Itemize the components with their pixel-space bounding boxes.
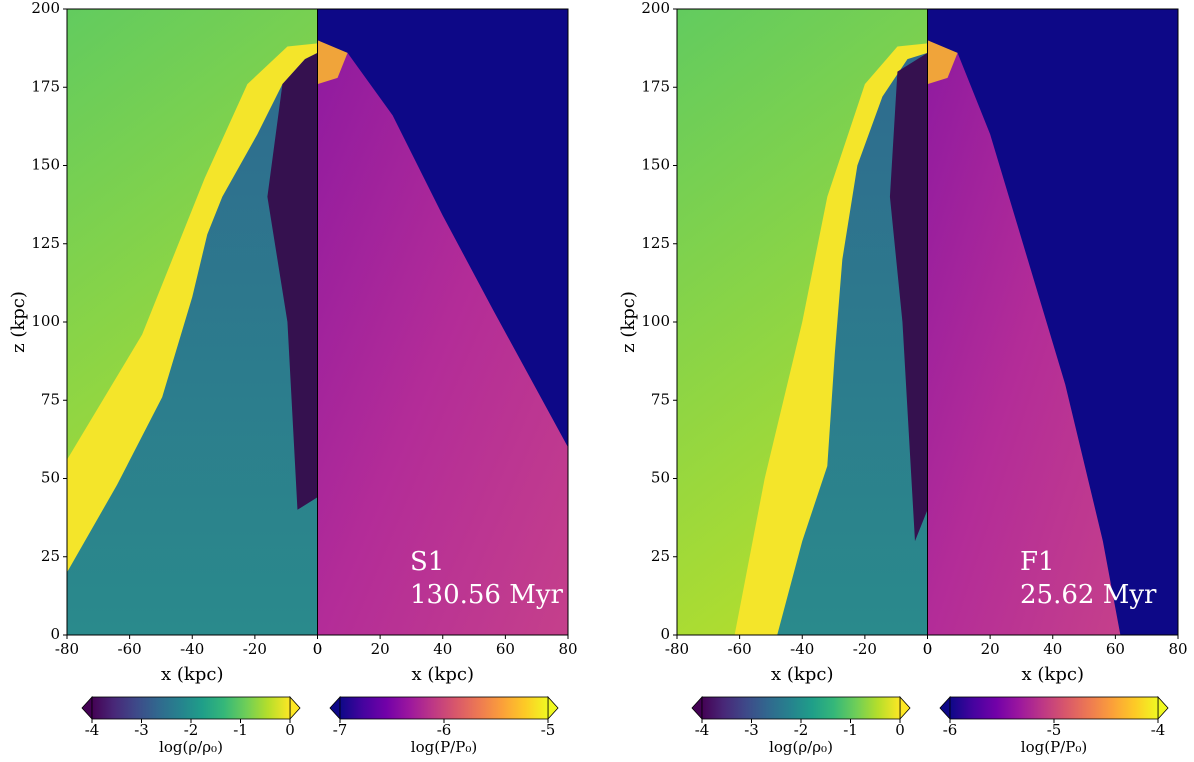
y-tick-label: 50 xyxy=(41,469,60,487)
y-tick-label: 200 xyxy=(641,0,670,17)
colorbar-extend-high xyxy=(547,695,559,721)
annotation: 25.62 Myr xyxy=(1020,580,1157,610)
x-tick-label: 60 xyxy=(496,640,515,658)
colorbar-tick-label: -3 xyxy=(134,721,149,739)
y-tick-label: 100 xyxy=(641,312,670,330)
y-tick-label: 25 xyxy=(651,547,670,565)
colorbar xyxy=(949,696,1159,720)
x-tick-label: 0 xyxy=(313,640,323,658)
colorbar-tick-label: -4 xyxy=(1151,721,1166,739)
colorbar-extend-low xyxy=(329,695,341,721)
x-tick-label: 60 xyxy=(1106,640,1125,658)
colorbar-tick-label: -2 xyxy=(184,721,199,739)
colorbar xyxy=(339,696,549,720)
pressure-cocoon xyxy=(927,43,1121,636)
colorbar-tick-label: -6 xyxy=(943,721,958,739)
colorbar xyxy=(91,696,291,720)
x-tick-label: 0 xyxy=(313,640,323,658)
y-tick-label: 75 xyxy=(651,390,670,408)
y-tick-label: 175 xyxy=(31,77,60,95)
x-tick-label: -80 xyxy=(55,640,79,658)
y-tick-label: 125 xyxy=(641,234,670,252)
x-tick-label: -40 xyxy=(790,640,814,658)
y-tick-label: 150 xyxy=(641,156,670,174)
x-tick-label: 80 xyxy=(1168,640,1187,658)
colorbar-label: log(P/P₀) xyxy=(1021,738,1087,756)
y-tick-label: 50 xyxy=(651,469,670,487)
x-tick-label: -80 xyxy=(665,640,689,658)
x-axis-label: x (kpc) xyxy=(412,664,474,685)
colorbar-label: log(P/P₀) xyxy=(411,738,477,756)
annotation: S1 xyxy=(410,547,444,577)
colorbar-tick-label: 0 xyxy=(285,721,295,739)
x-tick-label: -20 xyxy=(243,640,267,658)
colorbar-tick-label: -2 xyxy=(794,721,809,739)
colorbar-extend-low xyxy=(81,695,93,721)
colorbar-tick-label: -4 xyxy=(695,721,710,739)
x-tick-label: -60 xyxy=(728,640,752,658)
colorbar-tick-label: -5 xyxy=(541,721,556,739)
colorbar-label: log(ρ/ρ₀) xyxy=(769,738,833,756)
colorbar-tick-label: -6 xyxy=(437,721,452,739)
pressure-hotspot xyxy=(927,40,958,85)
x-axis-label: x (kpc) xyxy=(161,664,223,685)
colorbar-label: log(ρ/ρ₀) xyxy=(159,738,223,756)
x-tick-label: 40 xyxy=(1043,640,1062,658)
pressure-hotspot xyxy=(317,40,348,85)
y-tick-label: 150 xyxy=(31,156,60,174)
y-tick-label: 25 xyxy=(41,547,60,565)
x-tick-label: -40 xyxy=(180,640,204,658)
x-tick-label: -60 xyxy=(118,640,142,658)
colorbar-tick-label: -7 xyxy=(333,721,348,739)
x-tick-label: 0 xyxy=(923,640,933,658)
y-tick-label: 100 xyxy=(31,312,60,330)
colorbar-tick-label: 0 xyxy=(895,721,905,739)
annotation: 130.56 Myr xyxy=(410,580,564,610)
x-axis-label: x (kpc) xyxy=(1022,664,1084,685)
density-cocoon xyxy=(67,52,318,635)
y-tick-label: 175 xyxy=(641,77,670,95)
y-tick-label: 200 xyxy=(31,0,60,17)
colorbar-tick-label: -1 xyxy=(233,721,248,739)
y-axis-label: z (kpc) xyxy=(8,291,29,353)
colorbar-tick-label: -5 xyxy=(1047,721,1062,739)
colorbar-extend-high xyxy=(899,695,911,721)
y-tick-label: 0 xyxy=(50,625,60,643)
colorbar-extend-low xyxy=(691,695,703,721)
y-tick-label: 0 xyxy=(660,625,670,643)
x-tick-label: 20 xyxy=(981,640,1000,658)
colorbar-extend-high xyxy=(1157,695,1169,721)
y-axis-label: z (kpc) xyxy=(618,291,639,353)
x-tick-label: 80 xyxy=(558,640,577,658)
x-tick-label: 40 xyxy=(433,640,452,658)
x-tick-label: 0 xyxy=(923,640,933,658)
colorbar-extend-high xyxy=(289,695,301,721)
colorbar-tick-label: -1 xyxy=(843,721,858,739)
colorbar xyxy=(701,696,901,720)
annotation: F1 xyxy=(1020,547,1055,577)
density-cocoon xyxy=(777,52,928,635)
colorbar-tick-label: -3 xyxy=(744,721,759,739)
x-tick-label: -20 xyxy=(853,640,877,658)
y-tick-label: 125 xyxy=(31,234,60,252)
colorbar-extend-low xyxy=(939,695,951,721)
y-tick-label: 75 xyxy=(41,390,60,408)
x-axis-label: x (kpc) xyxy=(771,664,833,685)
density-core xyxy=(889,52,928,542)
colorbar-tick-label: -4 xyxy=(85,721,100,739)
pressure-cocoon xyxy=(317,43,568,636)
density-core xyxy=(267,52,318,510)
x-tick-label: 20 xyxy=(371,640,390,658)
